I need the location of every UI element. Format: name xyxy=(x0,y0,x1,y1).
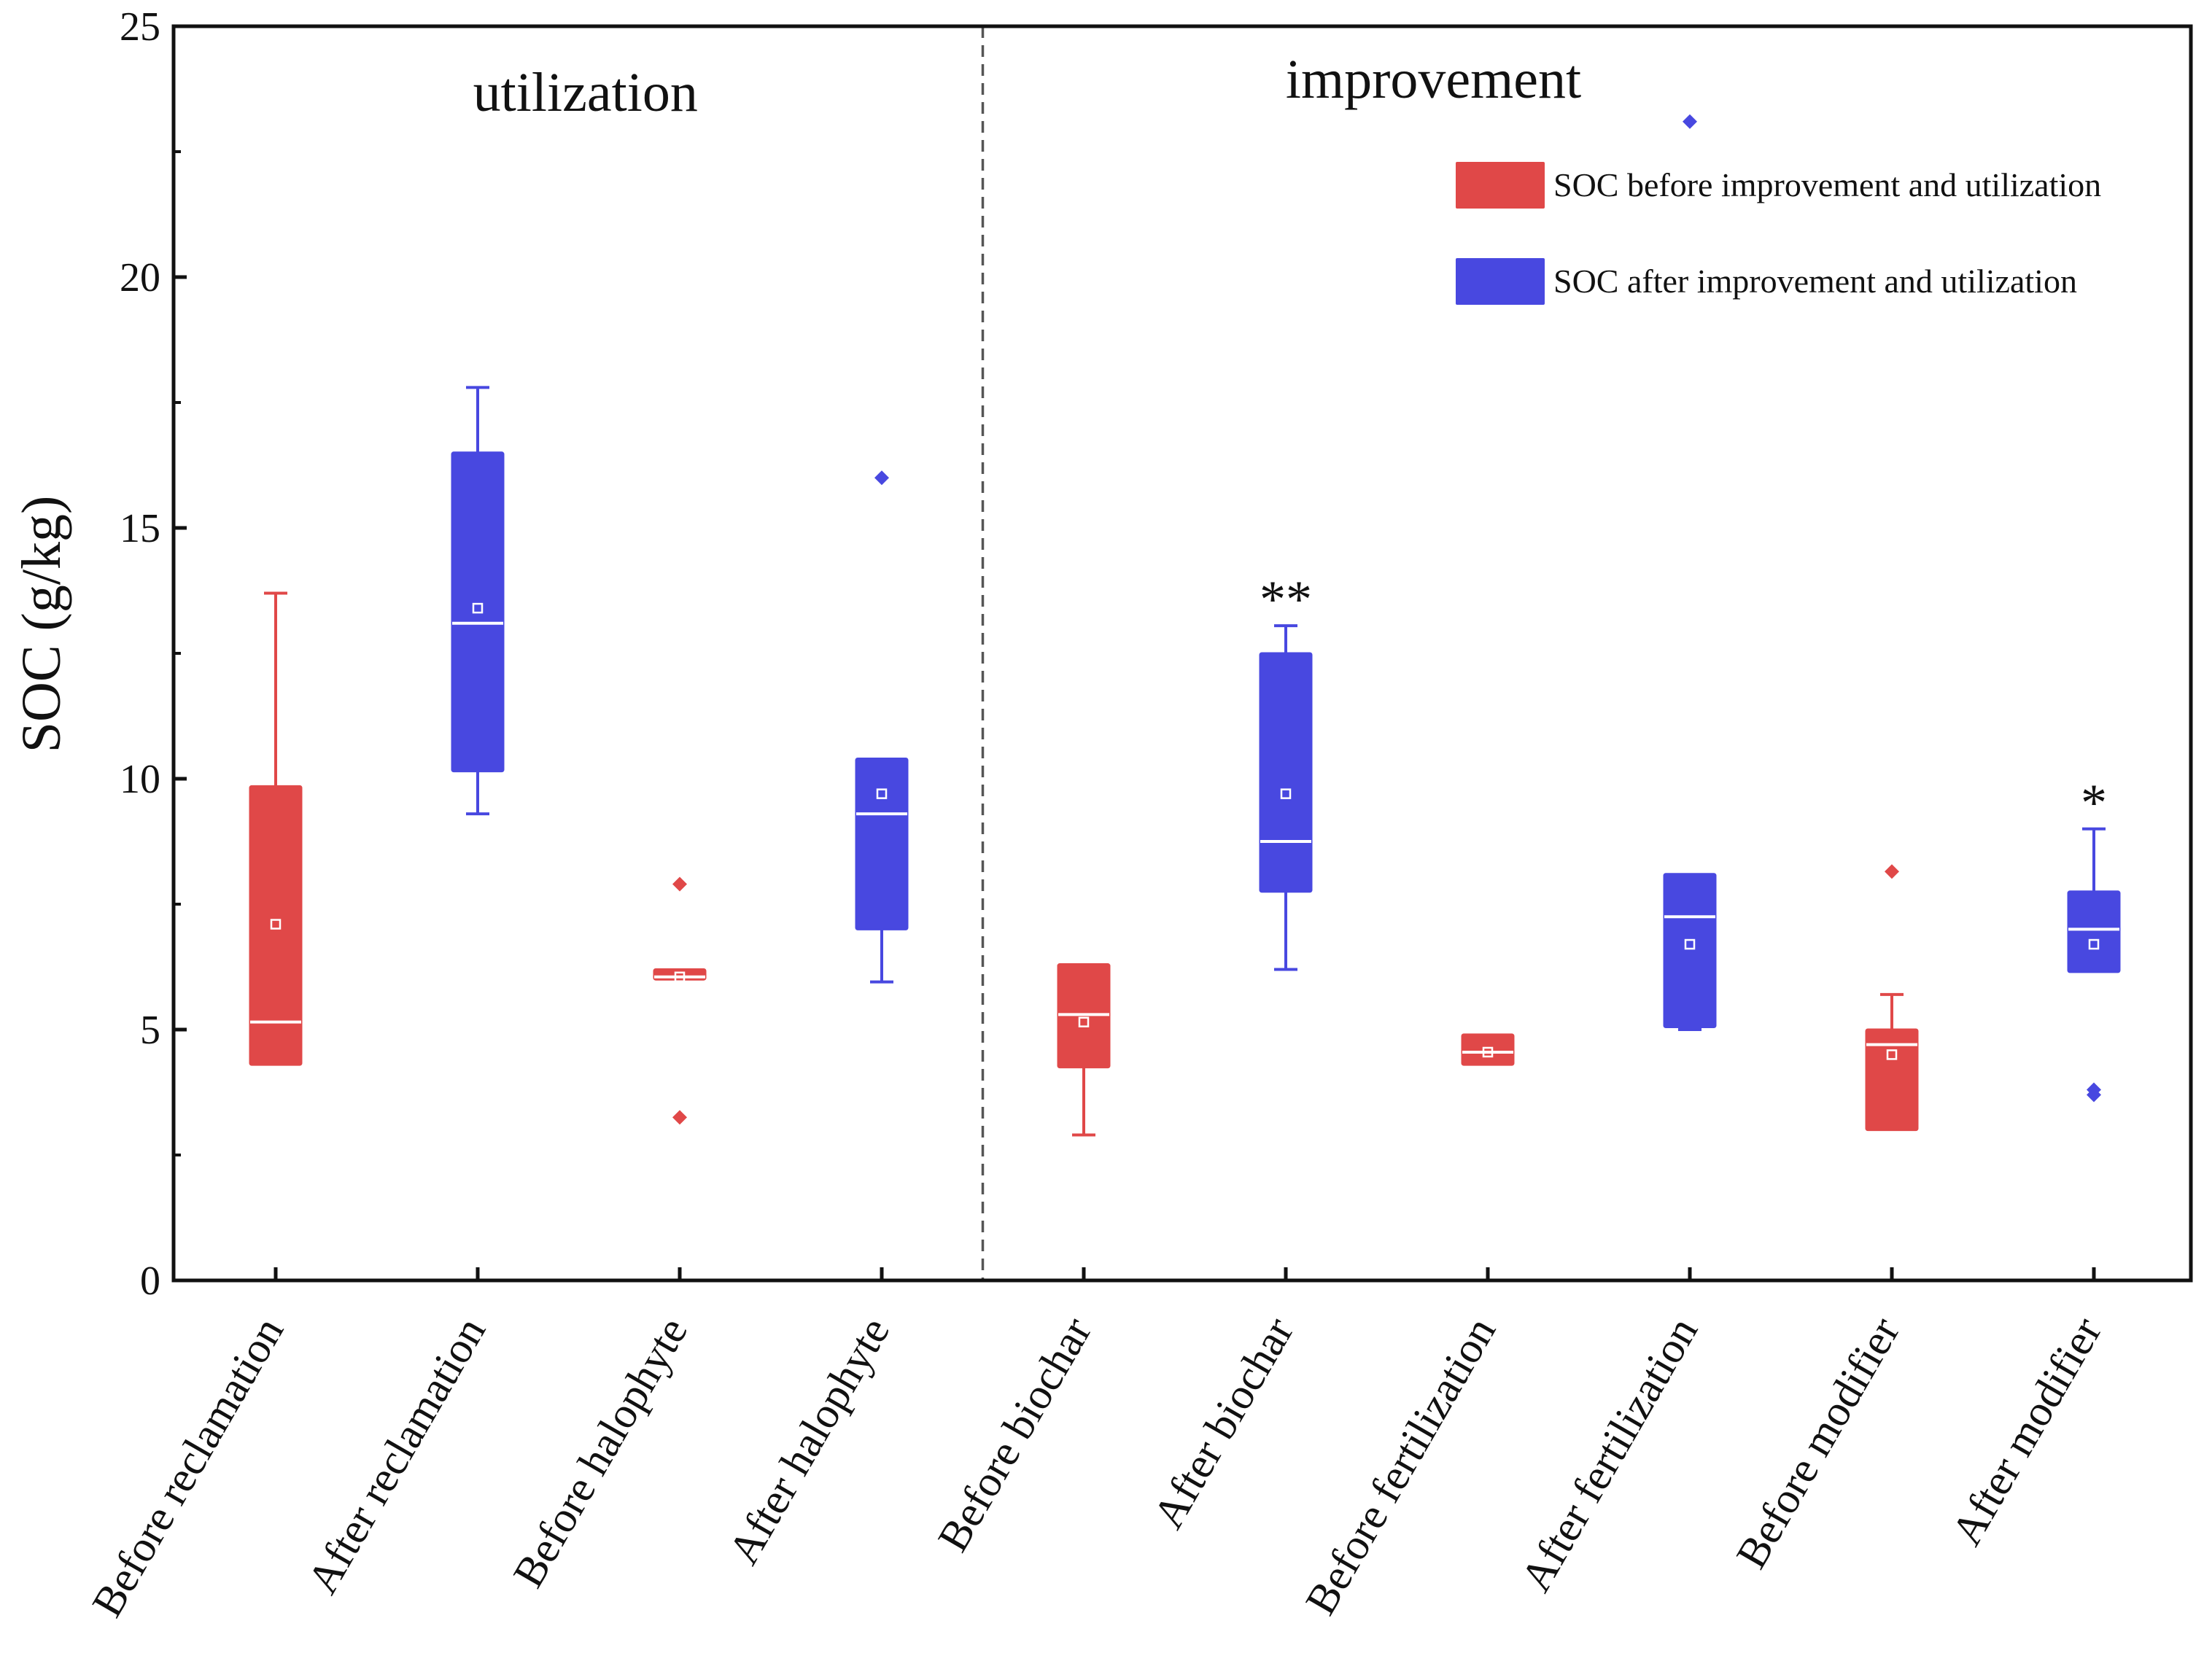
x-category-label: After modifier xyxy=(1942,1309,2111,1553)
y-axis-title: SOC (g/kg) xyxy=(11,496,72,753)
mean-marker xyxy=(1078,1016,1090,1027)
box-before-halophyte xyxy=(653,876,707,1125)
mean-marker xyxy=(1886,1049,1898,1060)
box-before-reclamation xyxy=(249,591,303,1066)
box-after-halophyte xyxy=(855,470,909,984)
legend-label-after: SOC after improvement and utilization xyxy=(1553,262,2077,300)
outlier-point xyxy=(1683,114,1697,129)
outlier-point xyxy=(1885,864,1899,879)
x-category-label: After biochar xyxy=(1144,1309,1303,1536)
y-tick-label: 20 xyxy=(120,255,160,300)
mean-marker xyxy=(1280,788,1292,799)
x-category-label: After halophyte xyxy=(719,1310,899,1573)
box-iqr xyxy=(855,757,909,930)
x-category-label: After fertilization xyxy=(1511,1310,1707,1600)
y-tick-label: 25 xyxy=(120,4,160,50)
mean-marker xyxy=(472,602,484,614)
mean-marker xyxy=(1482,1046,1494,1058)
box-iqr xyxy=(1259,652,1313,893)
box-after-biochar: ** xyxy=(1259,570,1313,971)
legend-swatch-before xyxy=(1456,162,1545,209)
y-tick-label: 15 xyxy=(120,506,160,551)
box-iqr xyxy=(2067,890,2121,973)
x-category-label: Before biochar xyxy=(928,1309,1101,1559)
box-iqr xyxy=(1663,873,1717,1029)
outlier-point xyxy=(2087,1082,2101,1097)
box-before-fertilization xyxy=(1461,1033,1515,1066)
mean-marker xyxy=(876,788,888,799)
y-tick-label: 10 xyxy=(120,757,160,802)
box-iqr xyxy=(1865,1028,1919,1132)
outlier-point xyxy=(874,470,889,486)
box-after-modifier: * xyxy=(2067,774,2121,1102)
box-iqr xyxy=(1461,1033,1515,1066)
x-category-label: Before reclamation xyxy=(82,1310,292,1625)
box-before-modifier xyxy=(1865,864,1919,1132)
outlier-point xyxy=(672,1110,687,1125)
significance-marker: ** xyxy=(1260,570,1312,629)
legend-label-before: SOC before improvement and utilization xyxy=(1553,166,2101,203)
group-label-utilization: utilization xyxy=(473,62,698,123)
legend-swatch-after xyxy=(1456,258,1545,305)
box-iqr xyxy=(249,785,303,1066)
box-after-fertilization xyxy=(1663,114,1717,1031)
mean-marker xyxy=(1684,938,1696,950)
significance-marker: * xyxy=(2081,774,2107,832)
box-after-reclamation xyxy=(451,386,505,816)
mean-marker xyxy=(270,919,282,930)
group-label-improvement: improvement xyxy=(1286,49,1581,110)
box-before-biochar xyxy=(1057,963,1111,1137)
mean-marker xyxy=(2088,938,2100,950)
y-tick-label: 5 xyxy=(140,1008,160,1053)
x-category-label: Before halophyte xyxy=(504,1310,697,1595)
outlier-point xyxy=(672,876,687,892)
x-category-label: Before fertilization xyxy=(1296,1310,1505,1623)
x-category-label: After reclamation xyxy=(298,1310,495,1602)
y-tick-label: 0 xyxy=(140,1259,160,1304)
mean-marker xyxy=(674,971,686,983)
x-category-label: Before modifier xyxy=(1727,1309,1909,1576)
